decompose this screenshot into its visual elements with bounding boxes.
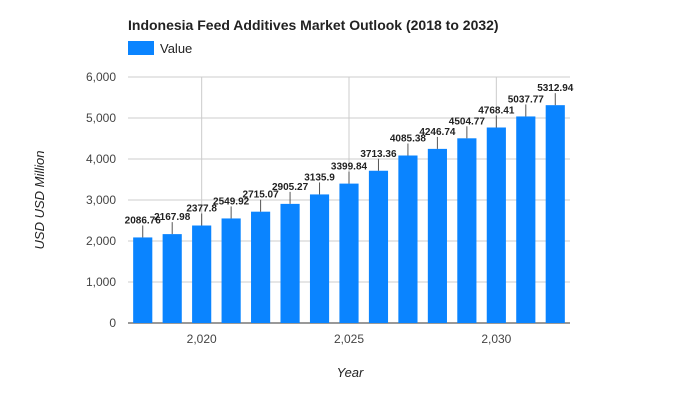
- bar: [545, 105, 565, 323]
- data-label: 2377.8: [186, 204, 217, 215]
- x-tick-label: 2,030: [481, 332, 511, 346]
- bar: [368, 170, 389, 323]
- x-tick-label: 2,020: [187, 332, 217, 346]
- bar: [280, 203, 300, 323]
- data-label: 5312.94: [537, 83, 574, 94]
- data-label: 2086.76: [125, 215, 162, 226]
- x-axis-ticks: 2,020 2,025 2,030: [187, 332, 512, 346]
- data-label: 3399.84: [331, 162, 368, 173]
- bar: [457, 138, 477, 323]
- legend-swatch: [128, 41, 154, 55]
- bar: [339, 183, 359, 323]
- bar: [162, 234, 182, 323]
- y-tick-label: 2,000: [86, 234, 116, 248]
- data-label: 4768.41: [478, 105, 515, 116]
- bar: [398, 155, 418, 323]
- bar: [221, 218, 241, 323]
- bar: [192, 225, 212, 323]
- x-tick-label: 2,025: [334, 332, 364, 346]
- bars: [133, 105, 565, 323]
- data-label: 4246.74: [419, 127, 456, 138]
- data-labels: 2086.762167.982377.82549.922715.072905.2…: [125, 83, 574, 238]
- data-label: 4085.38: [390, 133, 427, 144]
- bar: [486, 127, 506, 323]
- legend: Value: [128, 41, 192, 56]
- data-label: 2549.92: [213, 196, 250, 207]
- y-tick-label: 3,000: [86, 193, 116, 207]
- y-tick-label: 5,000: [86, 111, 116, 125]
- bar: [309, 194, 330, 323]
- data-label: 3713.36: [360, 149, 397, 160]
- y-tick-label: 6,000: [86, 70, 116, 84]
- bar: [516, 116, 536, 323]
- data-label: 3135.9: [304, 172, 335, 183]
- y-tick-label: 0: [109, 316, 116, 330]
- bar: [427, 148, 447, 323]
- legend-label: Value: [160, 41, 192, 56]
- data-label: 2905.27: [272, 182, 309, 193]
- data-label: 2715.07: [243, 190, 280, 201]
- data-label: 5037.77: [508, 94, 545, 105]
- bar: [251, 211, 271, 323]
- data-label: 2167.98: [154, 212, 191, 223]
- bar: [133, 237, 153, 323]
- y-axis-ticks: 0 1,000 2,000 3,000 4,000 5,000 6,000: [86, 70, 116, 330]
- chart-title: Indonesia Feed Additives Market Outlook …: [128, 17, 499, 33]
- x-axis-title: Year: [337, 365, 364, 380]
- y-tick-label: 4,000: [86, 152, 116, 166]
- data-label: 4504.77: [449, 116, 486, 127]
- y-tick-label: 1,000: [86, 275, 116, 289]
- y-axis-title: USD USD Million: [32, 151, 47, 250]
